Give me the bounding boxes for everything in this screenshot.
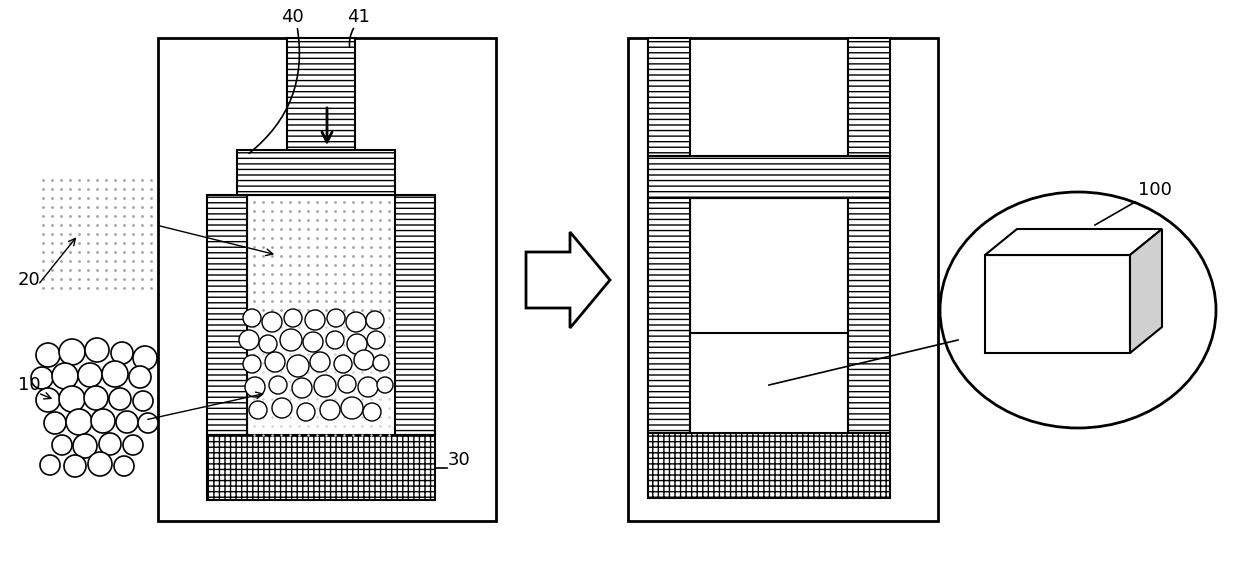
Bar xyxy=(649,38,689,156)
Text: 10: 10 xyxy=(19,376,41,394)
Circle shape xyxy=(269,376,286,394)
Circle shape xyxy=(66,409,92,435)
Bar xyxy=(207,195,247,435)
Circle shape xyxy=(346,312,366,332)
Circle shape xyxy=(78,363,102,387)
Circle shape xyxy=(334,355,352,373)
Circle shape xyxy=(60,386,86,412)
Circle shape xyxy=(310,352,330,372)
Circle shape xyxy=(353,350,374,370)
Circle shape xyxy=(243,309,260,327)
Bar xyxy=(396,195,435,435)
Circle shape xyxy=(138,413,157,433)
Circle shape xyxy=(326,331,343,349)
Circle shape xyxy=(123,435,143,455)
Circle shape xyxy=(246,377,265,397)
Circle shape xyxy=(367,331,384,349)
Bar xyxy=(848,38,890,156)
Circle shape xyxy=(259,335,277,353)
Text: 30: 30 xyxy=(448,451,471,469)
Circle shape xyxy=(243,355,260,373)
Circle shape xyxy=(377,377,393,393)
Circle shape xyxy=(102,361,128,387)
Text: 41: 41 xyxy=(346,8,370,26)
Circle shape xyxy=(262,312,281,332)
Circle shape xyxy=(43,412,66,434)
Circle shape xyxy=(117,411,138,433)
Circle shape xyxy=(249,401,267,419)
Circle shape xyxy=(52,363,78,389)
Circle shape xyxy=(64,455,86,477)
Text: 100: 100 xyxy=(1138,181,1172,199)
Bar xyxy=(689,198,848,433)
Circle shape xyxy=(358,377,378,397)
Bar xyxy=(247,195,396,435)
Bar xyxy=(207,435,435,500)
Circle shape xyxy=(129,366,151,388)
Bar xyxy=(649,433,890,498)
Circle shape xyxy=(112,342,133,364)
Bar xyxy=(848,198,890,433)
Circle shape xyxy=(366,311,384,329)
Circle shape xyxy=(36,343,60,367)
Circle shape xyxy=(31,367,53,389)
Circle shape xyxy=(109,388,131,410)
Polygon shape xyxy=(526,232,610,328)
Circle shape xyxy=(91,409,115,433)
Text: 20: 20 xyxy=(19,271,41,289)
Circle shape xyxy=(133,346,157,370)
Circle shape xyxy=(327,309,345,327)
Circle shape xyxy=(286,355,309,377)
Circle shape xyxy=(347,334,367,354)
Circle shape xyxy=(320,400,340,420)
Bar xyxy=(237,150,396,195)
Bar xyxy=(286,38,355,150)
Circle shape xyxy=(114,456,134,476)
Bar xyxy=(157,38,496,521)
Bar xyxy=(627,38,937,521)
Circle shape xyxy=(363,403,381,421)
Circle shape xyxy=(36,388,60,412)
Bar xyxy=(689,333,848,433)
Circle shape xyxy=(88,452,112,476)
Bar xyxy=(649,198,689,433)
Text: 40: 40 xyxy=(280,8,304,26)
Circle shape xyxy=(291,378,312,398)
Bar xyxy=(985,255,1130,353)
Circle shape xyxy=(52,435,72,455)
Circle shape xyxy=(298,403,315,421)
Circle shape xyxy=(99,433,122,455)
Circle shape xyxy=(272,398,291,418)
Circle shape xyxy=(265,352,285,372)
Bar xyxy=(649,156,890,198)
Polygon shape xyxy=(985,229,1162,255)
Circle shape xyxy=(303,332,322,352)
Circle shape xyxy=(40,455,60,475)
Circle shape xyxy=(73,434,97,458)
Circle shape xyxy=(84,386,108,410)
Circle shape xyxy=(341,397,363,419)
Circle shape xyxy=(280,329,303,351)
Circle shape xyxy=(284,309,303,327)
Circle shape xyxy=(86,338,109,362)
Polygon shape xyxy=(1130,229,1162,353)
Circle shape xyxy=(305,310,325,330)
Circle shape xyxy=(314,375,336,397)
Circle shape xyxy=(373,355,389,371)
Circle shape xyxy=(60,339,86,365)
Circle shape xyxy=(339,375,356,393)
Circle shape xyxy=(239,330,259,350)
Circle shape xyxy=(133,391,153,411)
